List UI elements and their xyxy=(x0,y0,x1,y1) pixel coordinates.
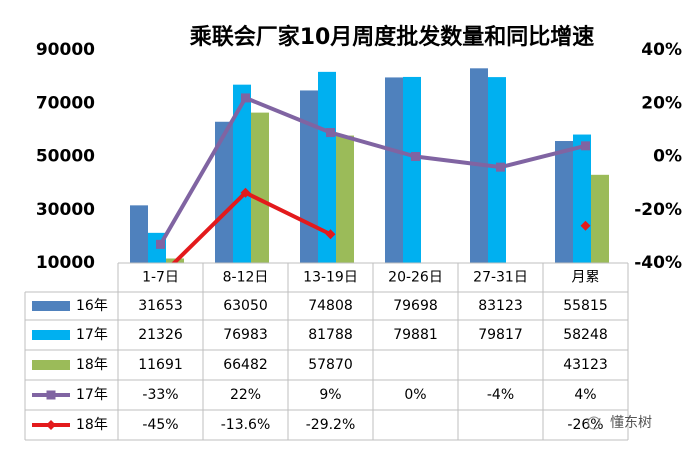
y2-tick-label: 20% xyxy=(641,93,682,113)
y-tick-label: 30000 xyxy=(36,200,95,220)
x-tick-label: 20-26日 xyxy=(388,270,443,286)
x-tick-label: 月累 xyxy=(572,270,600,286)
y-tick-label: 90000 xyxy=(36,40,95,60)
bar xyxy=(215,121,233,263)
table-cell: 58248 xyxy=(563,327,608,343)
marker xyxy=(240,187,251,198)
bar xyxy=(130,205,148,263)
table-cell: 76983 xyxy=(223,327,268,343)
table-cell: 55815 xyxy=(563,298,608,314)
x-tick-label: 13-19日 xyxy=(303,270,358,286)
table-cell: -4% xyxy=(487,387,514,403)
marker xyxy=(241,93,250,103)
bar xyxy=(555,141,573,263)
bar xyxy=(251,112,269,263)
y-tick-label: 50000 xyxy=(36,147,95,167)
legend-label: 17年 xyxy=(76,327,108,343)
table-cell: 22% xyxy=(230,387,261,403)
bar xyxy=(403,76,421,263)
marker xyxy=(496,162,505,172)
table-cell: 66482 xyxy=(223,357,268,373)
table-cell: 74808 xyxy=(308,298,353,314)
table-cell: 81788 xyxy=(308,327,353,343)
table-cell: -29.2% xyxy=(306,417,356,433)
y-tick-label: 70000 xyxy=(36,93,95,113)
legend-label: 18年 xyxy=(76,417,108,433)
marker xyxy=(325,229,336,240)
table-cell: 57870 xyxy=(308,357,353,373)
marker xyxy=(326,128,335,138)
table-cell: -33% xyxy=(142,387,178,403)
bar xyxy=(336,135,354,263)
x-tick-label: 8-12日 xyxy=(223,270,269,286)
table-cell: 83123 xyxy=(478,298,523,314)
table-cell: 11691 xyxy=(138,357,183,373)
chart-title: 乘联会厂家10月周度批发数量和同比增速 xyxy=(189,24,595,50)
table-cell: 63050 xyxy=(223,298,268,314)
table-cell: 79881 xyxy=(393,327,438,343)
legend-label: 16年 xyxy=(76,298,108,314)
table-cell: 0% xyxy=(404,387,426,403)
bar xyxy=(573,134,591,263)
table-cell: 9% xyxy=(319,387,341,403)
table-cell: 21326 xyxy=(138,327,183,343)
legend-swatch xyxy=(32,360,70,370)
y2-tick-label: -20% xyxy=(634,200,682,220)
watermark: 懂东树 xyxy=(610,415,652,431)
y-tick-label: 10000 xyxy=(36,253,95,273)
table-cell: 31653 xyxy=(138,298,183,314)
bar xyxy=(233,84,251,263)
table-cell: 79817 xyxy=(478,327,523,343)
bar xyxy=(591,174,609,263)
marker xyxy=(580,220,591,231)
bar xyxy=(385,77,403,263)
marker xyxy=(156,239,165,249)
legend-label: 18年 xyxy=(76,357,108,373)
legend-label: 17年 xyxy=(76,387,108,403)
plot-area xyxy=(130,68,609,263)
table-cell: 4% xyxy=(574,387,596,403)
y2-tick-label: 40% xyxy=(641,40,682,60)
marker xyxy=(46,390,56,400)
table-cell: -45% xyxy=(142,417,178,433)
marker xyxy=(46,420,56,430)
x-tick-label: 1-7日 xyxy=(142,270,179,286)
marker xyxy=(581,141,590,151)
legend-swatch xyxy=(32,301,70,311)
table-cell: 79698 xyxy=(393,298,438,314)
y2-tick-label: -40% xyxy=(634,253,682,273)
data-table: 1-7日 8-12日 13-19日 20-26日 27-31日 月累 16年 31653 630… xyxy=(24,262,629,441)
table-cell: -13.6% xyxy=(221,417,271,433)
watermark-icon xyxy=(587,416,601,430)
bar xyxy=(300,90,318,263)
table-cell: 43123 xyxy=(563,357,608,373)
bar xyxy=(318,71,336,263)
x-tick-label: 27-31日 xyxy=(473,270,528,286)
line xyxy=(158,95,586,246)
y2-tick-label: 0% xyxy=(653,147,682,167)
legend-swatch xyxy=(32,330,70,340)
marker xyxy=(411,152,420,161)
